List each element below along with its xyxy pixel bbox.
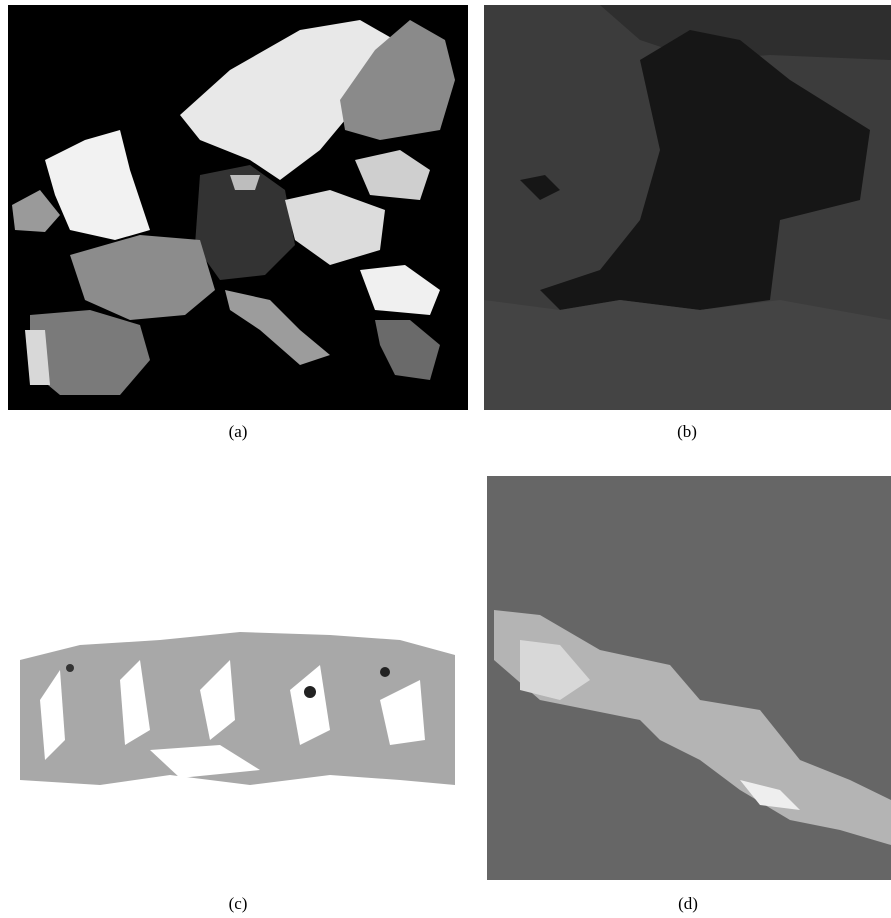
panel-c-image — [18, 627, 458, 785]
caption: (a) — [229, 422, 248, 441]
caption: (b) — [677, 422, 697, 441]
caption: (d) — [678, 894, 698, 913]
panel-d-image — [487, 476, 891, 880]
panel-a-image — [8, 5, 468, 410]
panel-b-image — [484, 5, 891, 410]
caption: (c) — [229, 894, 248, 913]
